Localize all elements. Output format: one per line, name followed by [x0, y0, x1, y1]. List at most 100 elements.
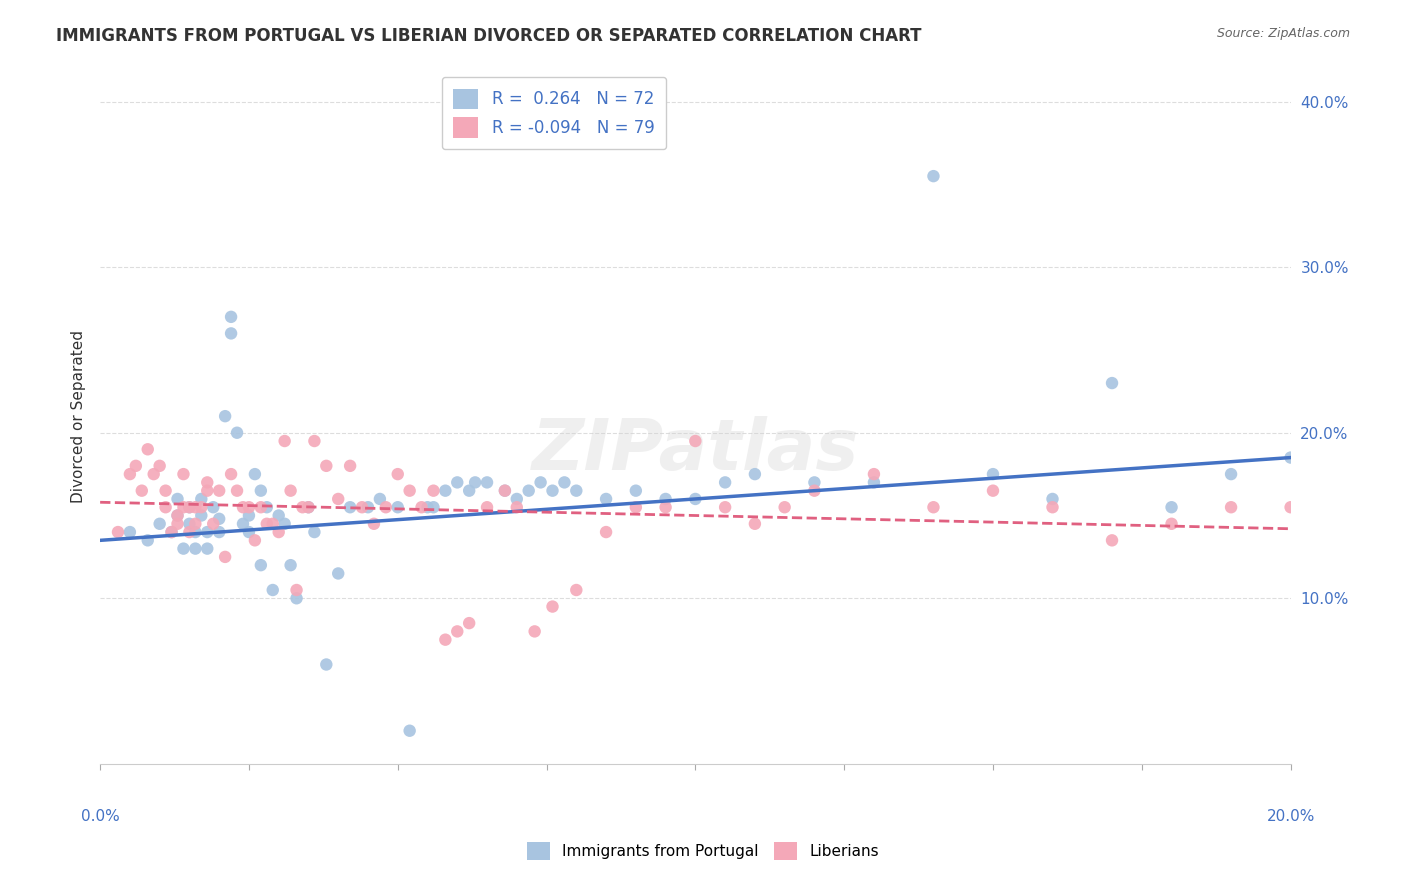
Point [339, 458, 361, 473]
Point [155, 483, 177, 498]
Point [981, 483, 1004, 498]
Point [219, 326, 242, 341]
Point [208, 524, 231, 539]
Text: 0.0%: 0.0% [80, 809, 120, 824]
Point [297, 500, 319, 515]
Point [219, 467, 242, 482]
Point [136, 533, 159, 548]
Point [267, 524, 290, 539]
Point [863, 475, 886, 490]
Point [262, 582, 284, 597]
Point [243, 467, 266, 482]
Point [166, 516, 188, 531]
Point [803, 483, 825, 498]
Point [654, 491, 676, 506]
Point [125, 458, 148, 473]
Point [398, 483, 420, 498]
Point [179, 516, 201, 531]
Point [267, 508, 290, 523]
Point [304, 524, 326, 539]
Point [118, 467, 141, 482]
Point [214, 409, 236, 424]
Point [475, 475, 498, 490]
Point [291, 500, 314, 515]
Text: 20.0%: 20.0% [1267, 809, 1315, 824]
Point [1220, 500, 1243, 515]
Text: IMMIGRANTS FROM PORTUGAL VS LIBERIAN DIVORCED OR SEPARATED CORRELATION CHART: IMMIGRANTS FROM PORTUGAL VS LIBERIAN DIV… [56, 27, 922, 45]
Point [654, 500, 676, 515]
Point [517, 483, 540, 498]
Point [595, 524, 617, 539]
Point [494, 483, 516, 498]
Point [118, 524, 141, 539]
Point [232, 516, 254, 531]
Point [208, 512, 231, 526]
Point [523, 624, 546, 639]
Point [685, 491, 707, 506]
Point [1160, 500, 1182, 515]
Point [744, 516, 766, 531]
Point [458, 616, 481, 631]
Point [243, 533, 266, 548]
Point [160, 524, 183, 539]
Point [398, 723, 420, 738]
Point [184, 516, 207, 531]
Point [297, 500, 319, 515]
Point [202, 500, 225, 515]
Point [922, 169, 945, 183]
Point [280, 558, 302, 573]
Point [422, 483, 444, 498]
Point [250, 558, 273, 573]
Point [350, 500, 373, 515]
Point [208, 483, 231, 498]
Point [494, 483, 516, 498]
Point [565, 483, 588, 498]
Point [368, 491, 391, 506]
Point [190, 500, 212, 515]
Point [149, 458, 172, 473]
Point [1279, 500, 1302, 515]
Y-axis label: Divorced or Separated: Divorced or Separated [72, 330, 86, 503]
Point [256, 500, 278, 515]
Point [195, 541, 218, 556]
Point [714, 500, 737, 515]
Point [744, 467, 766, 482]
Point [387, 467, 409, 482]
Point [1339, 516, 1361, 531]
Point [226, 425, 249, 440]
Point [250, 500, 273, 515]
Point [422, 500, 444, 515]
Point [863, 467, 886, 482]
Point [458, 483, 481, 498]
Point [238, 500, 260, 515]
Point [273, 516, 295, 531]
Point [387, 500, 409, 515]
Point [803, 475, 825, 490]
Point [595, 491, 617, 506]
Point [773, 500, 796, 515]
Point [624, 483, 647, 498]
Point [250, 483, 273, 498]
Point [107, 524, 129, 539]
Point [446, 624, 468, 639]
Point [1042, 500, 1064, 515]
Point [922, 500, 945, 515]
Point [506, 500, 529, 515]
Point [131, 483, 153, 498]
Point [238, 524, 260, 539]
Point [195, 483, 218, 498]
Point [1101, 533, 1123, 548]
Point [714, 475, 737, 490]
Point [172, 541, 194, 556]
Point [1220, 467, 1243, 482]
Point [363, 516, 385, 531]
Point [226, 483, 249, 498]
Point [179, 524, 201, 539]
Point [179, 500, 201, 515]
Text: Source: ZipAtlas.com: Source: ZipAtlas.com [1216, 27, 1350, 40]
Point [339, 500, 361, 515]
Point [285, 591, 308, 606]
Point [411, 500, 433, 515]
Point [149, 516, 172, 531]
Point [685, 434, 707, 448]
